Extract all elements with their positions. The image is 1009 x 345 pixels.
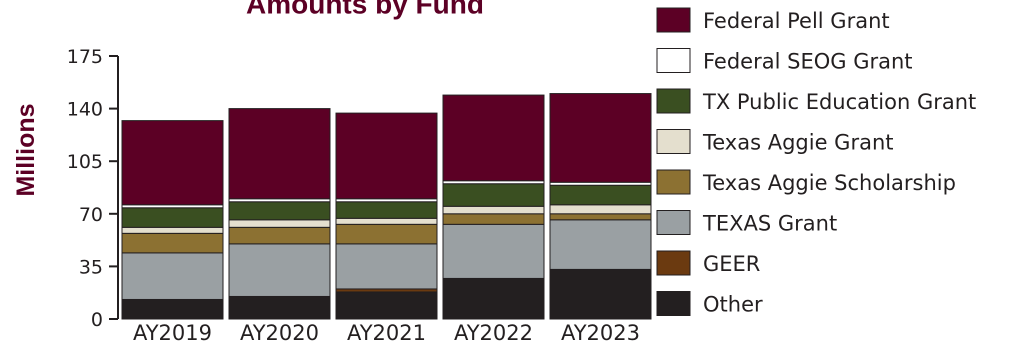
bar-segment: [549, 213, 652, 221]
legend: Federal Pell Grant Federal SEOG Grant TX P…: [656, 7, 976, 317]
bar-segment: [228, 201, 331, 221]
legend-swatch: [656, 169, 691, 195]
y-tick-label: 35: [79, 256, 103, 278]
legend-entry: Federal SEOG Grant: [703, 50, 913, 74]
bar-segment: [335, 217, 438, 225]
bar-segment: [442, 223, 545, 279]
bar-segment: [335, 243, 438, 290]
bar-segment: [228, 243, 331, 297]
bar-segment: [121, 226, 224, 234]
bar-segment: [549, 219, 652, 270]
legend-swatch: [656, 291, 691, 316]
bar-segment: [228, 108, 331, 200]
y-tick-label: 140: [67, 99, 103, 121]
y-tick-label: 105: [67, 151, 103, 173]
bar-segment: [549, 184, 652, 206]
bar-segment: [121, 298, 224, 320]
bar-segment: [335, 201, 438, 219]
bar-segment: [549, 204, 652, 215]
bar-segment: [549, 268, 652, 320]
legend-swatch: [656, 7, 691, 33]
x-tick-label: AY2022: [454, 321, 533, 345]
plot-area: 0 35 70 105 140 175 AY2019 AY2020 AY2021 AY2022 AY…: [67, 46, 652, 345]
bar-segment: [121, 120, 224, 206]
y-tick-label: 0: [91, 309, 103, 331]
legend-entry: TEXAS Grant: [702, 212, 837, 236]
bar-segment: [549, 93, 652, 183]
bar-segment: [442, 213, 545, 225]
legend-entry: Federal Pell Grant: [703, 9, 890, 33]
bar-segment: [442, 205, 545, 215]
y-tick-label: 175: [67, 46, 103, 68]
x-tick-label: AY2021: [347, 321, 426, 345]
y-tick-label: 70: [79, 204, 103, 226]
bar-segment: [228, 219, 331, 228]
bar-segment: [335, 223, 438, 245]
bar-segment: [442, 277, 545, 320]
legend-swatch: [656, 250, 691, 276]
bar-segment: [121, 252, 224, 300]
bar-segment: [335, 291, 438, 320]
x-tick-label: AY2019: [133, 321, 212, 345]
legend-swatch: [656, 129, 691, 154]
legend-entry: Texas Aggie Scholarship: [702, 171, 956, 195]
legend-entry: TX Public Education Grant: [702, 90, 976, 114]
chart-title: Amounts by Fund: [246, 0, 484, 19]
bar-segment: [335, 112, 438, 200]
legend-entry: Texas Aggie Grant: [702, 131, 894, 155]
bar-segment: [228, 295, 331, 320]
bar-segment: [442, 183, 545, 207]
y-axis-label: Millions: [12, 103, 40, 196]
x-tick-label: AY2023: [561, 321, 640, 345]
legend-entry: GEER: [703, 252, 760, 276]
legend-swatch: [656, 48, 691, 73]
x-tick-label: AY2020: [240, 321, 319, 345]
bar-segment: [121, 232, 224, 254]
legend-swatch: [656, 210, 691, 235]
legend-entry: Other: [703, 293, 763, 317]
bar-segment: [228, 226, 331, 245]
bar-segment: [121, 207, 224, 228]
legend-swatch: [656, 88, 691, 114]
bar-segment: [442, 94, 545, 182]
